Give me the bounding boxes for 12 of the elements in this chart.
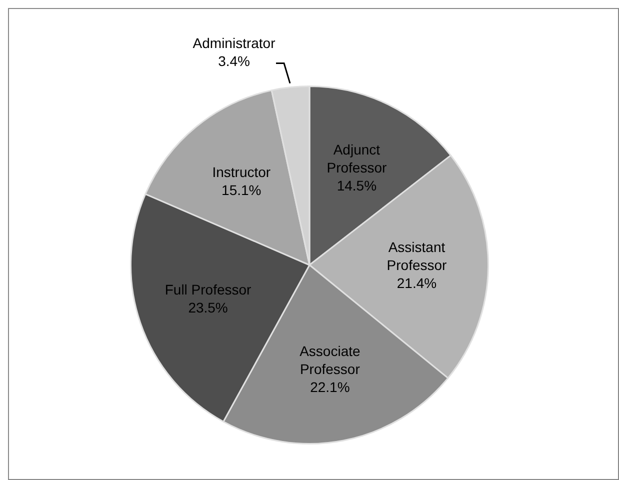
slice-label: Instructor <box>212 164 271 180</box>
data-label: 22.1% <box>310 379 350 396</box>
data-label: 3.4% <box>218 53 250 70</box>
slice-label: Assistant Professor <box>386 239 448 274</box>
slice-label: Adjunct Professor <box>326 142 387 176</box>
slice-label: Administrator <box>192 35 276 52</box>
slice-label: Associate Professor <box>300 343 360 378</box>
data-label: 14.5% <box>336 178 377 194</box>
data-label: 21.4% <box>396 275 437 292</box>
data-label: 23.5% <box>188 300 228 316</box>
data-label: 15.1% <box>222 182 262 198</box>
slice-label: Full Professor <box>164 282 252 298</box>
